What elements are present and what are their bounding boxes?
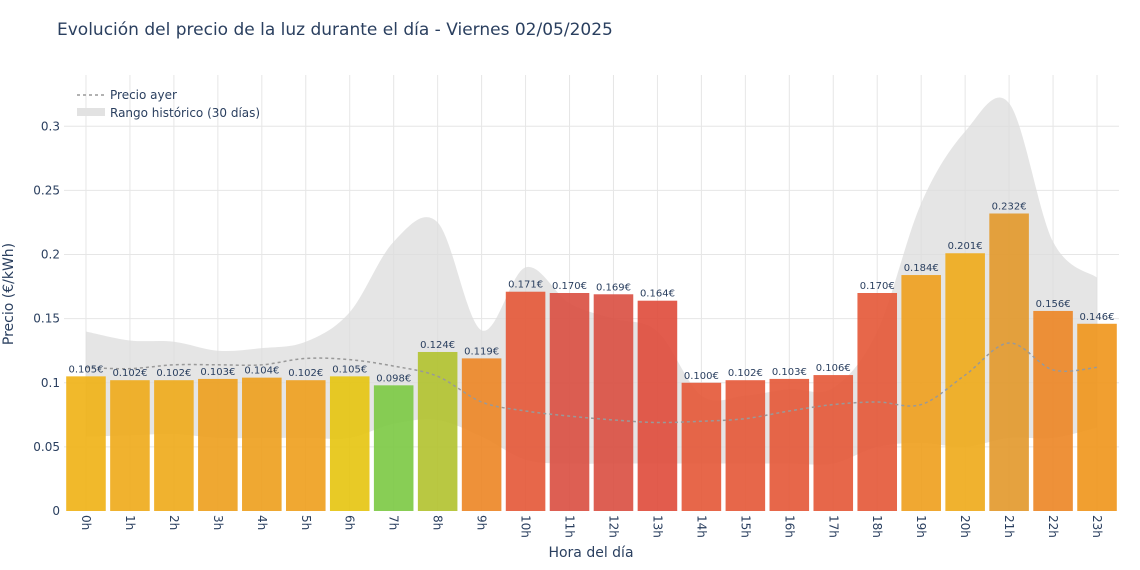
bar-value-label: 0.124€ bbox=[420, 340, 455, 351]
x-tick-label: 2h bbox=[167, 515, 181, 530]
x-tick-label: 20h bbox=[958, 515, 972, 538]
bar-10h bbox=[505, 291, 546, 511]
bar-value-label: 0.156€ bbox=[1036, 299, 1071, 310]
x-tick-label: 6h bbox=[343, 515, 357, 530]
bar-5h bbox=[285, 380, 326, 511]
bar-value-label: 0.171€ bbox=[508, 280, 543, 291]
x-tick-label: 17h bbox=[826, 515, 840, 538]
legend-item-rango-historico[interactable]: Rango histórico (30 días) bbox=[110, 106, 260, 120]
x-tick-label: 11h bbox=[563, 515, 577, 538]
bar-value-label: 0.102€ bbox=[288, 368, 323, 379]
x-tick-label: 16h bbox=[782, 515, 796, 538]
bar-value-label: 0.184€ bbox=[904, 263, 939, 274]
historical-range-band bbox=[85, 97, 1098, 465]
x-tick-label: 8h bbox=[431, 515, 445, 530]
bar-12h bbox=[593, 294, 634, 511]
x-tick-label: 19h bbox=[914, 515, 928, 538]
bar-8h bbox=[417, 351, 458, 511]
bar-value-label: 0.201€ bbox=[948, 241, 983, 252]
y-tick-label: 0 bbox=[52, 504, 60, 518]
bar-value-label: 0.103€ bbox=[200, 367, 235, 378]
bar-value-label: 0.100€ bbox=[684, 371, 719, 382]
x-axis-title: Hora del día bbox=[548, 545, 633, 561]
y-tick-label: 0.15 bbox=[33, 312, 60, 326]
y-tick-label: 0.25 bbox=[33, 183, 60, 197]
bar-11h bbox=[549, 293, 590, 511]
bar-14h bbox=[681, 382, 722, 511]
bar-value-label: 0.103€ bbox=[772, 367, 807, 378]
yesterday-price-line bbox=[85, 342, 1098, 424]
bar-value-label: 0.105€ bbox=[332, 364, 367, 375]
legend-band-swatch bbox=[77, 108, 105, 116]
legend-item-precio-ayer[interactable]: Precio ayer bbox=[110, 88, 177, 102]
legend: Precio ayer Rango histórico (30 días) bbox=[77, 88, 260, 120]
bar-value-label: 0.104€ bbox=[244, 366, 279, 377]
x-tick-label: 13h bbox=[650, 515, 664, 538]
x-tick-label: 9h bbox=[475, 515, 489, 530]
x-tick-label: 10h bbox=[519, 515, 533, 538]
x-tick-label: 0h bbox=[79, 515, 93, 530]
bar-value-labels: 0.105€ 0.102€ 0.102€ 0.103€ 0.104€ 0.102€ 0.10… bbox=[68, 201, 1114, 384]
x-tick-label: 15h bbox=[738, 515, 752, 538]
y-tick-label: 0.1 bbox=[41, 376, 60, 390]
bar-20h bbox=[945, 253, 985, 511]
bars bbox=[66, 213, 1117, 511]
historical-range-area bbox=[85, 97, 1098, 465]
y-axis-title: Precio (€/kWh) bbox=[1, 243, 17, 345]
x-tick-label: 1h bbox=[123, 515, 137, 530]
x-tick-label: 7h bbox=[387, 515, 401, 530]
x-tick-label: 5h bbox=[299, 515, 313, 530]
bar-6h bbox=[329, 376, 370, 511]
y-tick-label: 0.3 bbox=[41, 119, 60, 133]
bar-16h bbox=[769, 378, 810, 511]
x-tick-label: 3h bbox=[211, 515, 225, 530]
bar-value-label: 0.119€ bbox=[464, 346, 499, 357]
bar-value-label: 0.170€ bbox=[860, 281, 895, 292]
bar-value-label: 0.102€ bbox=[112, 368, 147, 379]
bar-value-label: 0.232€ bbox=[992, 201, 1027, 212]
bar-4h bbox=[242, 377, 282, 511]
y-tick-label: 0.2 bbox=[41, 248, 60, 262]
x-tick-label: 21h bbox=[1002, 515, 1016, 538]
bar-value-label: 0.098€ bbox=[376, 373, 411, 384]
bar-value-label: 0.169€ bbox=[596, 282, 631, 293]
bar-value-label: 0.164€ bbox=[640, 289, 675, 300]
x-tick-label: 22h bbox=[1046, 515, 1060, 538]
bar-value-label: 0.106€ bbox=[816, 363, 851, 374]
axes: 0 0.05 0.1 0.15 0.2 0.25 0.3 0h 1h 2h 3h 4h 5h 6h 7h 8h… bbox=[33, 119, 1104, 538]
bar-0h bbox=[66, 376, 106, 511]
chart-title: Evolución del precio de la luz durante e… bbox=[57, 20, 613, 40]
y-tick-label: 0.05 bbox=[33, 440, 60, 454]
bar-18h bbox=[857, 293, 898, 511]
bar-value-label: 0.102€ bbox=[728, 368, 763, 379]
bar-9h bbox=[461, 358, 502, 511]
x-tick-label: 18h bbox=[870, 515, 884, 538]
x-tick-label: 23h bbox=[1090, 515, 1104, 538]
yesterday-price-path bbox=[85, 342, 1098, 424]
x-tick-label: 4h bbox=[255, 515, 269, 530]
bar-15h bbox=[725, 380, 766, 511]
bar-value-label: 0.102€ bbox=[156, 368, 191, 379]
bar-13h bbox=[637, 300, 678, 511]
x-tick-label: 12h bbox=[606, 515, 620, 538]
bar-3h bbox=[198, 378, 238, 511]
bar-23h bbox=[1077, 323, 1117, 511]
bar-2h bbox=[154, 380, 194, 511]
bar-19h bbox=[901, 275, 941, 511]
bar-value-label: 0.146€ bbox=[1080, 312, 1115, 323]
bar-21h bbox=[989, 213, 1029, 511]
x-tick-label: 14h bbox=[694, 515, 708, 538]
bar-value-label: 0.170€ bbox=[552, 281, 587, 292]
bar-1h bbox=[110, 380, 150, 511]
bar-7h bbox=[373, 385, 414, 511]
bar-value-label: 0.105€ bbox=[68, 364, 103, 375]
bar-17h bbox=[813, 375, 854, 511]
bar-22h bbox=[1033, 310, 1073, 511]
